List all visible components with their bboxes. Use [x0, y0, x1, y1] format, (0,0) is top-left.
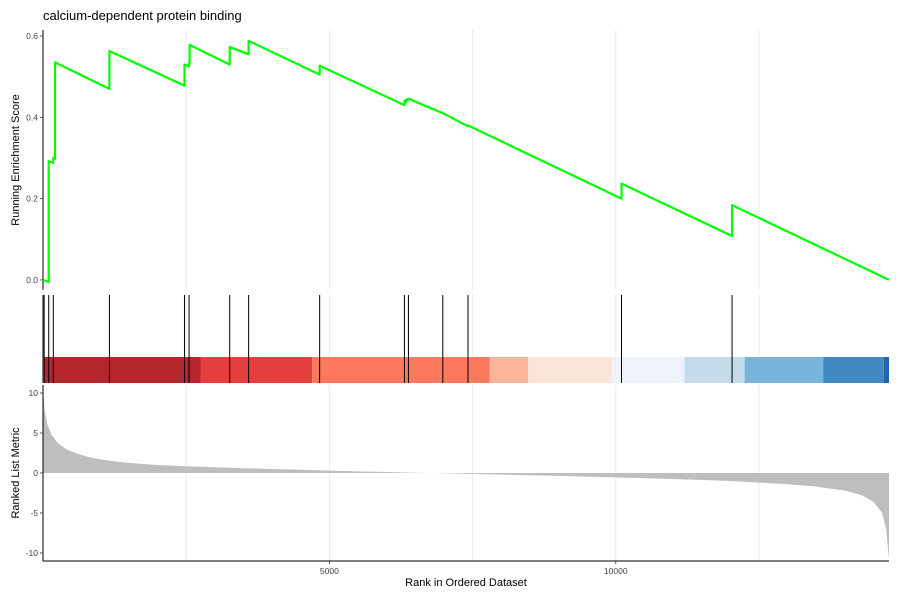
- metric-area: [43, 389, 889, 560]
- y-tick-label: 10: [29, 388, 39, 398]
- color-strip-segment: [43, 357, 201, 383]
- y-tick-label: 0.2: [26, 194, 38, 204]
- color-strip-segment: [611, 357, 685, 383]
- enrichment-y-label: Running Enrichment Score: [10, 94, 22, 225]
- enrichment-gridlines: [185, 30, 760, 290]
- metric-y-ticks: 10 5 0 -5 -10: [26, 388, 43, 558]
- y-tick-label: 5: [33, 428, 38, 438]
- color-strip-segment: [823, 357, 884, 383]
- y-tick-label: 0.4: [26, 112, 38, 122]
- y-tick-label: -5: [30, 508, 38, 518]
- x-tick-label: 5000: [320, 566, 339, 576]
- color-strip-segment: [489, 357, 529, 383]
- hits-panel: [42, 295, 889, 383]
- enrichment-y-ticks: 0.0 0.2 0.4 0.6: [26, 31, 43, 285]
- x-tick-label: 10000: [604, 566, 628, 576]
- color-strip: [43, 357, 889, 383]
- y-tick-label: -10: [26, 548, 39, 558]
- metric-panel: 10 5 0 -5 -10 5000 10000 Ranked List Metric R…: [10, 385, 889, 589]
- color-strip-segment: [883, 357, 889, 383]
- y-tick-label: 0: [33, 468, 38, 478]
- y-tick-label: 0.6: [26, 31, 38, 41]
- metric-x-ticks: 5000 10000: [320, 561, 628, 576]
- chart-title: calcium-dependent protein binding: [43, 8, 242, 23]
- metric-y-label: Ranked List Metric: [10, 427, 22, 519]
- hit-markers: [43, 295, 733, 383]
- color-strip-segment: [684, 357, 745, 383]
- enrichment-curve: [42, 39, 890, 284]
- hits-gridlines: [185, 295, 760, 357]
- x-axis-label: Rank in Ordered Dataset: [405, 577, 527, 589]
- y-tick-label: 0.0: [26, 275, 38, 285]
- color-strip-segment: [200, 357, 313, 383]
- color-strip-segment: [528, 357, 612, 383]
- color-strip-segment: [744, 357, 824, 383]
- enrichment-panel: 0.0 0.2 0.4 0.6 Running Enrichment Score: [10, 30, 890, 290]
- color-strip-segment: [312, 357, 490, 383]
